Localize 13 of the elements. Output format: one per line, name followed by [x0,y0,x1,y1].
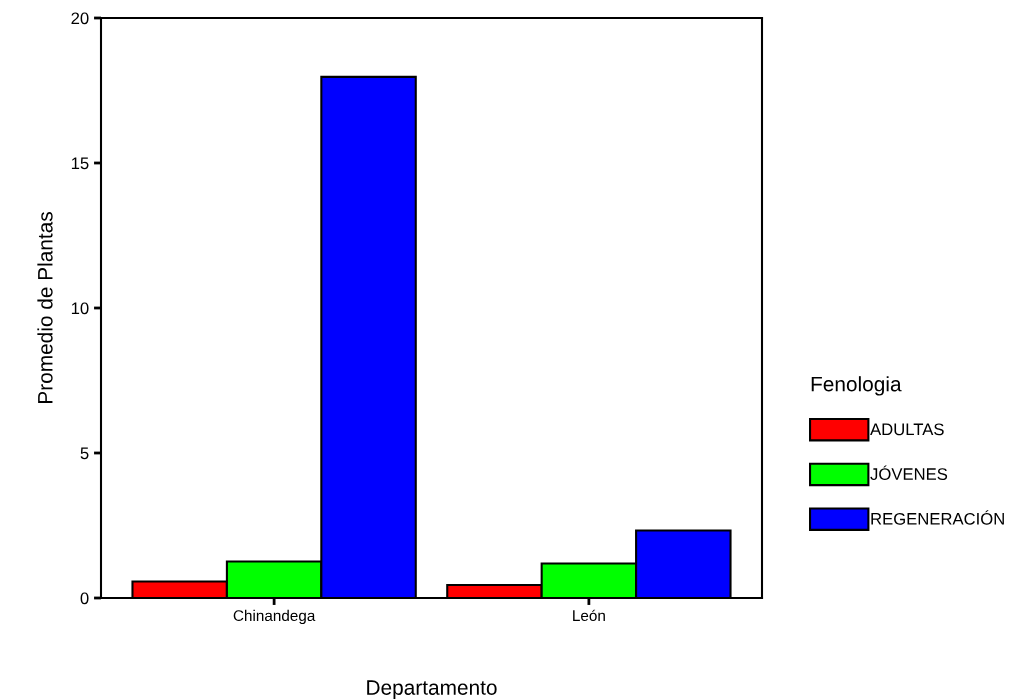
legend-label: REGENERACIÓN [871,510,1004,525]
y-axis-title: Promedio de Plantas [37,212,53,403]
legend-label: JÓVENES [870,465,948,480]
legend-title: Fenologia [811,376,902,396]
legend-label: ADULTAS [870,423,944,436]
x-tick-label: Chinandega [233,609,316,625]
y-tick-label: 10 [71,302,89,315]
y-tick-label: 5 [80,447,89,460]
y-tick-label: 15 [71,157,89,170]
x-tick-label: León [573,609,605,622]
y-tick-label: 20 [71,12,89,25]
x-axis-title: Departamento [367,680,497,700]
y-tick-label: 0 [80,592,89,605]
